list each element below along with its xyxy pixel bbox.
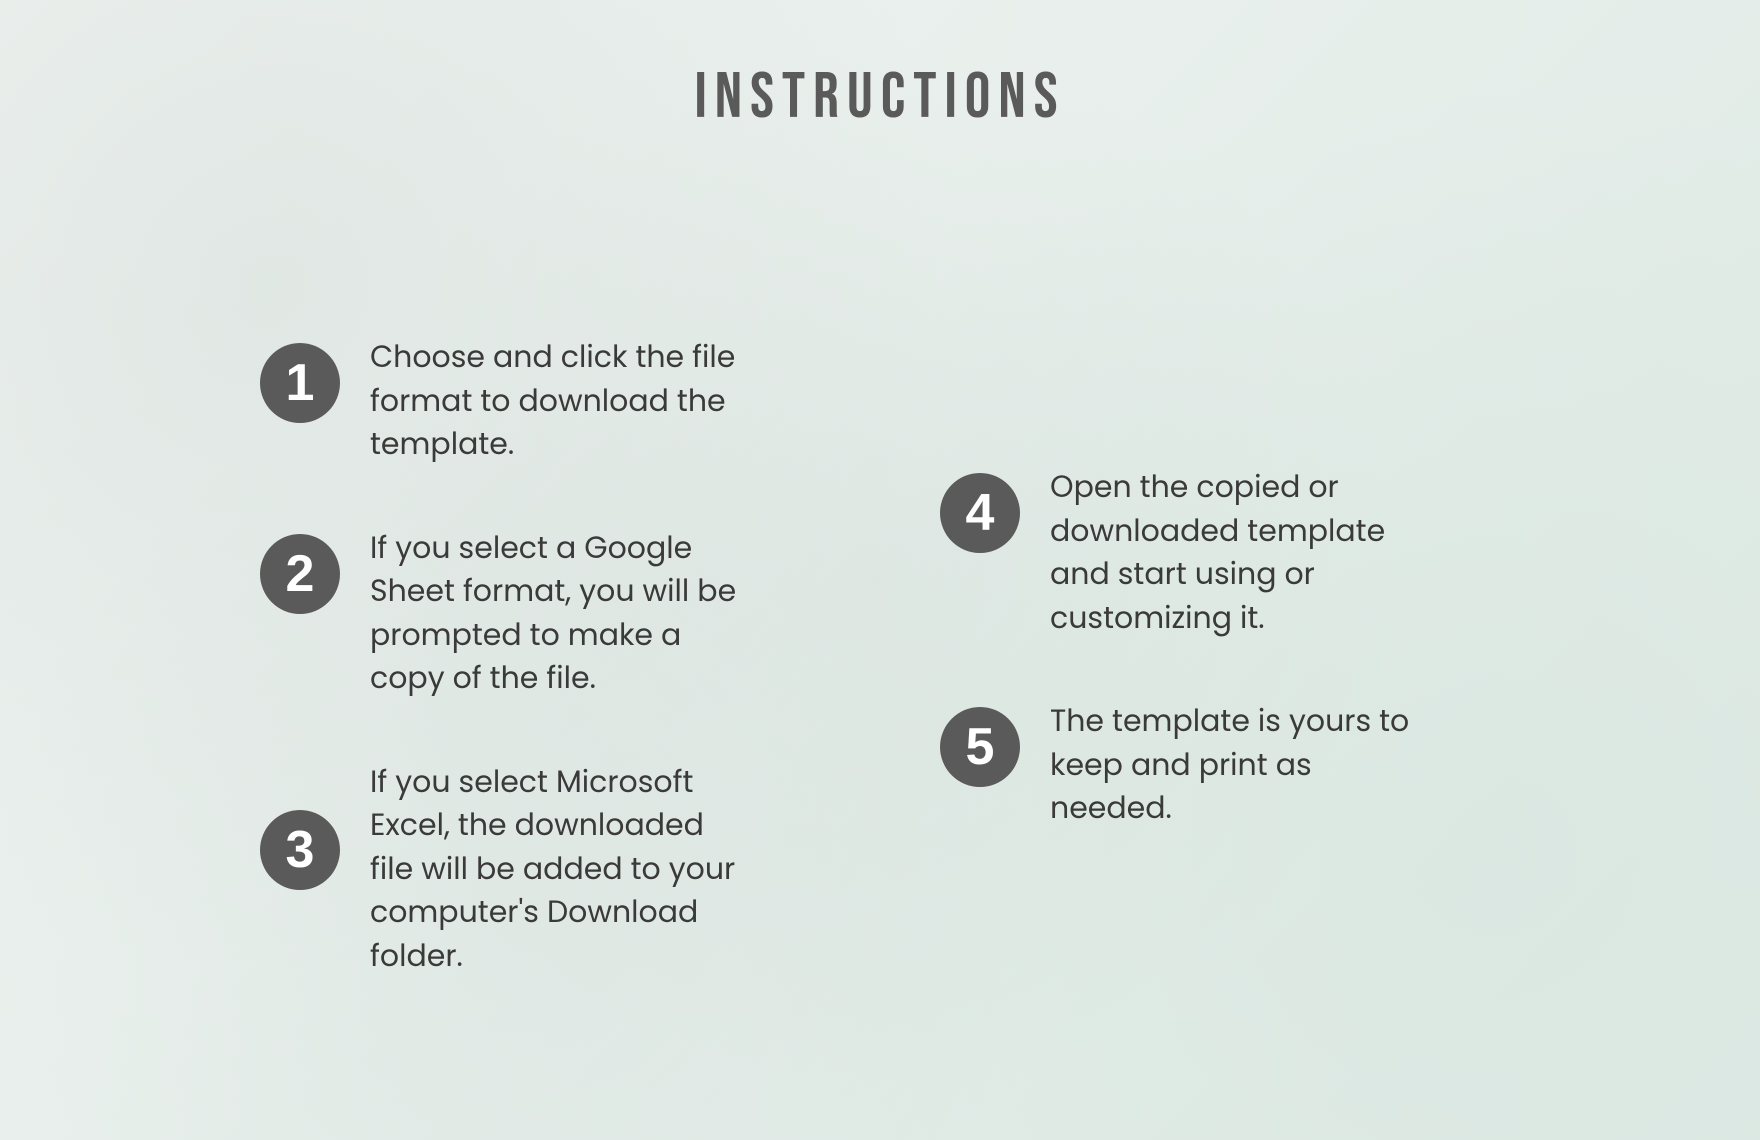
steps-container: 1 Choose and click the file format to do…: [260, 335, 1500, 977]
step-text: Choose and click the file format to down…: [370, 335, 750, 466]
left-column: 1 Choose and click the file format to do…: [260, 335, 820, 977]
step-1: 1 Choose and click the file format to do…: [260, 335, 820, 466]
step-2: 2 If you select a Google Sheet format, y…: [260, 526, 820, 700]
step-3: 3 If you select Microsoft Excel, the dow…: [260, 760, 820, 978]
step-text: If you select a Google Sheet format, you…: [370, 526, 750, 700]
step-number-badge: 1: [260, 343, 340, 423]
page-title: INSTRUCTIONS: [0, 60, 1760, 137]
step-text: If you select Microsoft Excel, the downl…: [370, 760, 750, 978]
step-number-badge: 2: [260, 534, 340, 614]
step-number-badge: 5: [940, 707, 1020, 787]
right-column: 4 Open the copied or downloaded template…: [940, 335, 1500, 977]
step-text: The template is yours to keep and print …: [1050, 699, 1430, 830]
step-text: Open the copied or downloaded template a…: [1050, 465, 1430, 639]
step-number-badge: 3: [260, 810, 340, 890]
step-number-badge: 4: [940, 473, 1020, 553]
step-4: 4 Open the copied or downloaded template…: [940, 465, 1500, 639]
step-5: 5 The template is yours to keep and prin…: [940, 699, 1500, 830]
